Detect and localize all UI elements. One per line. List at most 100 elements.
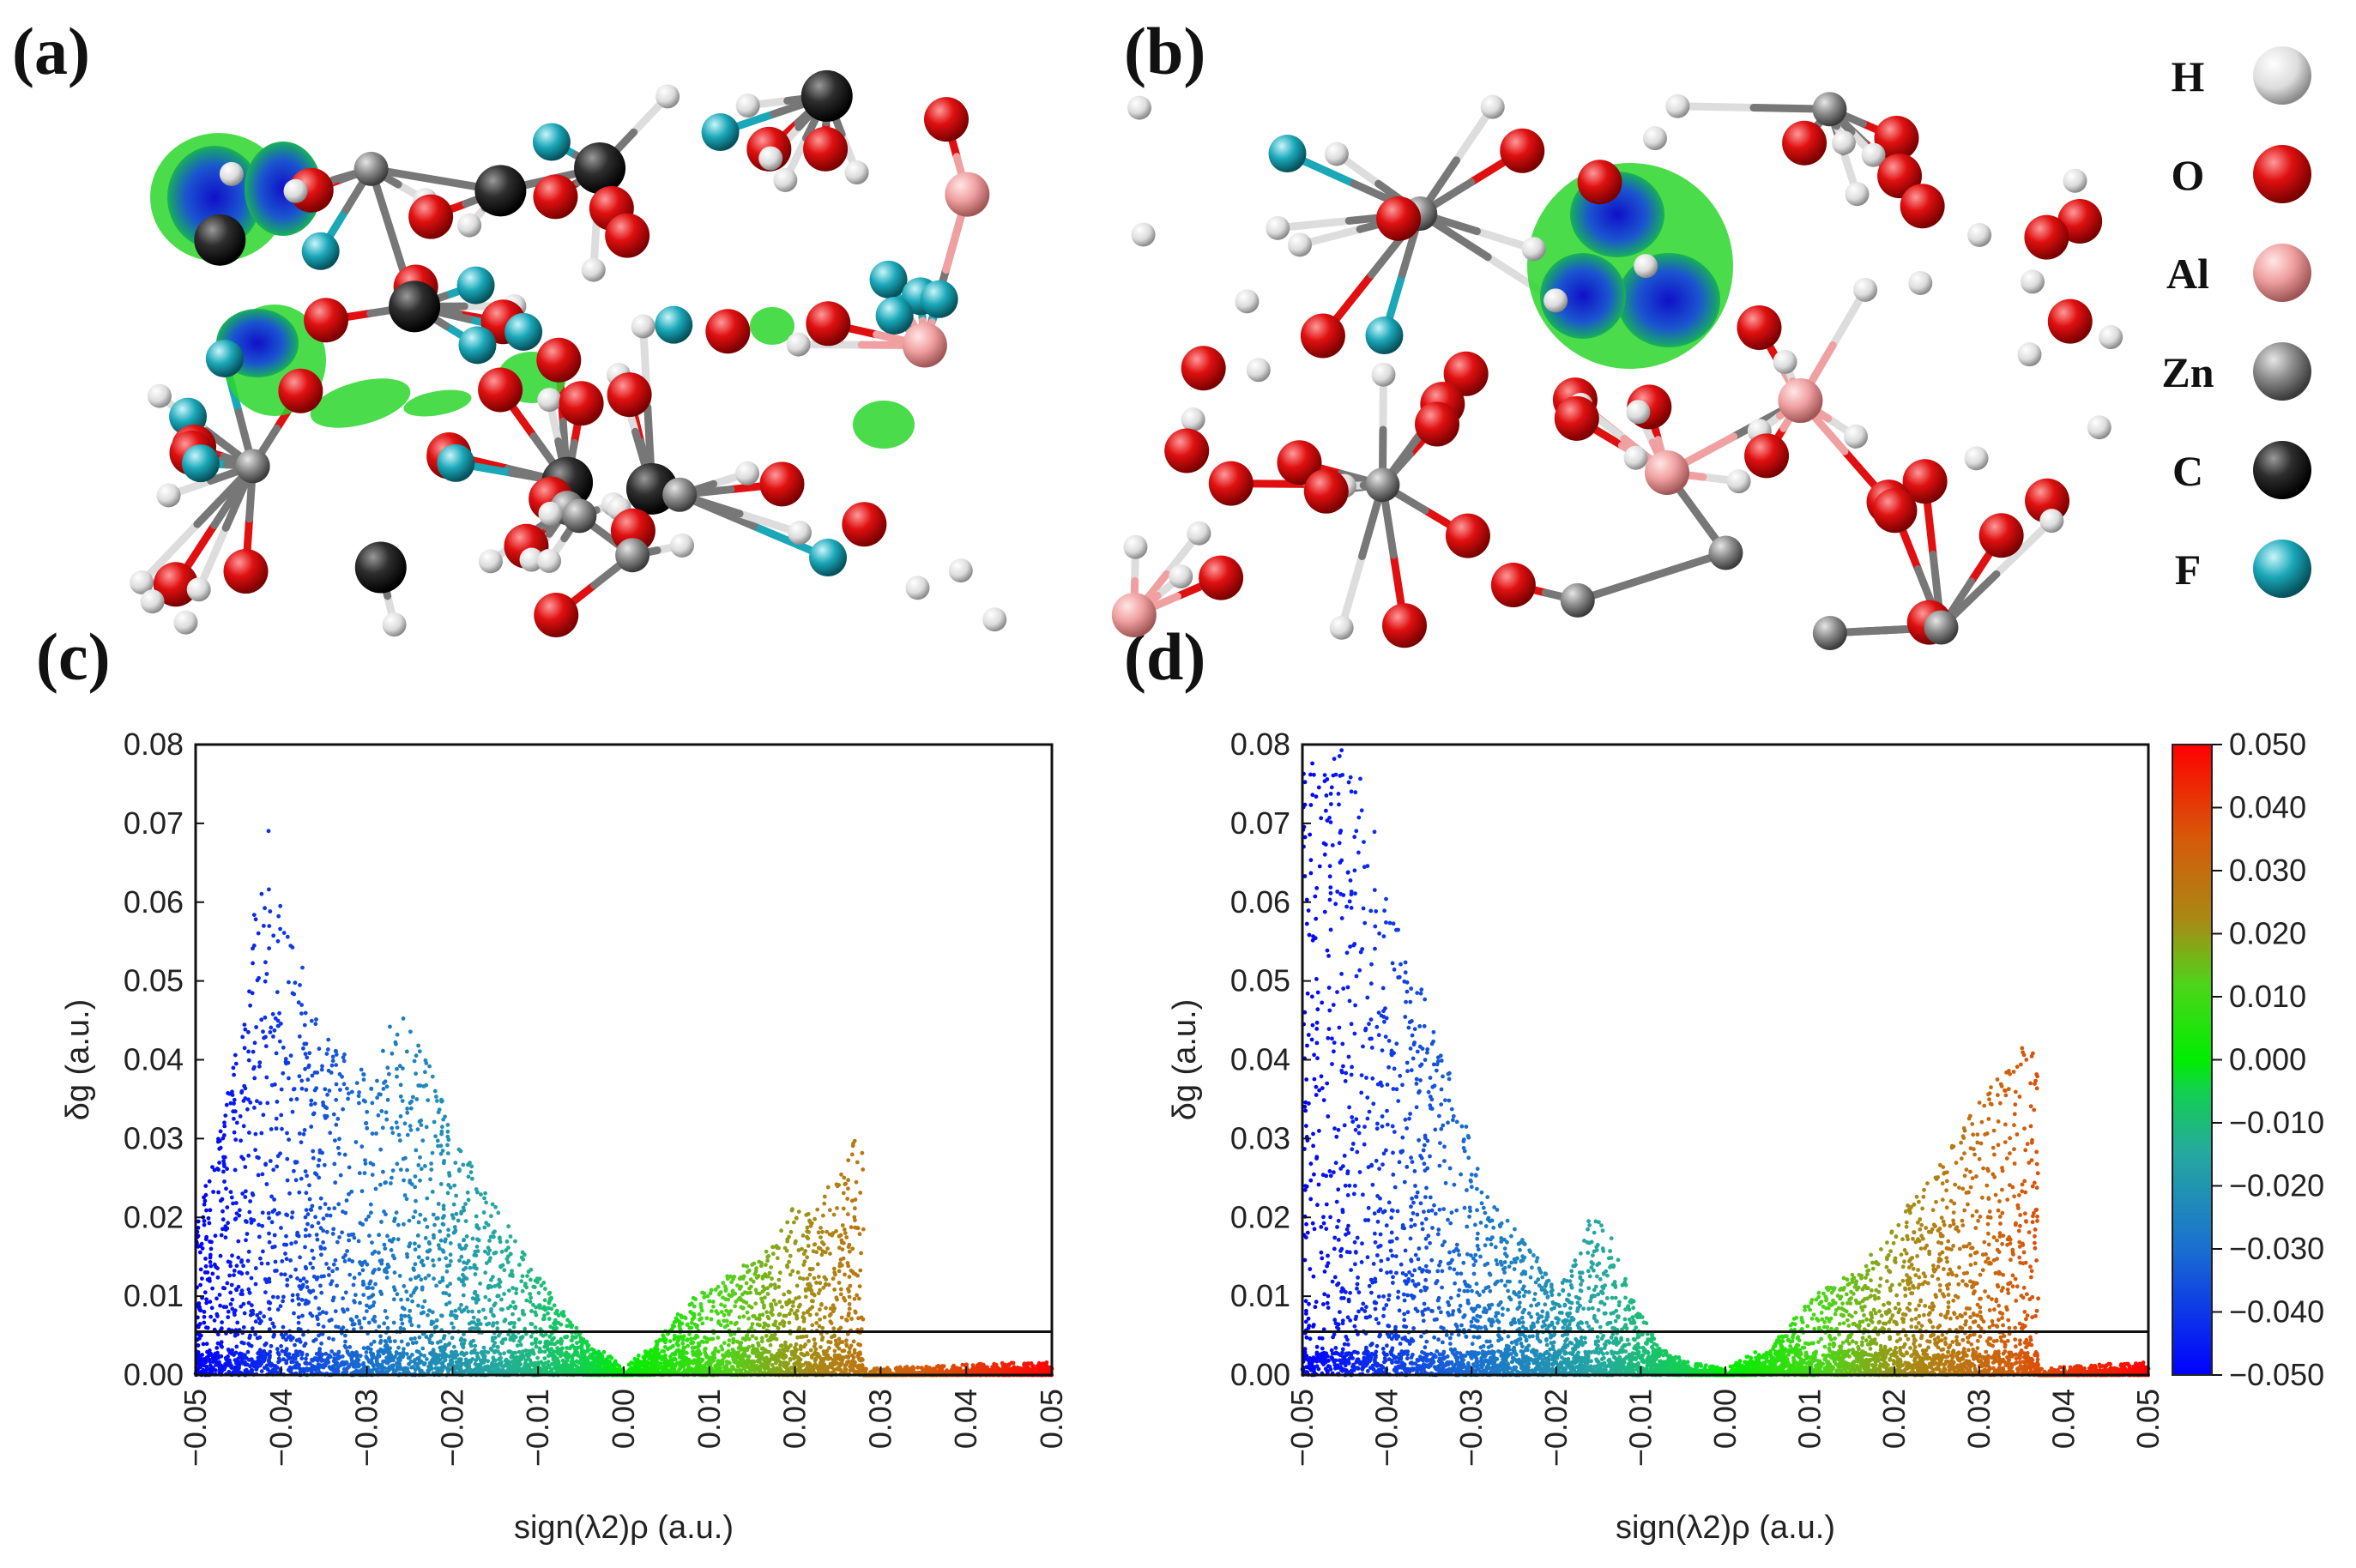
data-point: [371, 1318, 375, 1322]
data-point: [361, 1293, 366, 1297]
data-point: [413, 1241, 417, 1246]
data-point: [407, 1244, 412, 1249]
data-point: [377, 1092, 382, 1096]
data-point: [384, 1084, 390, 1089]
data-point: [498, 1236, 502, 1241]
data-point: [232, 1101, 236, 1106]
data-point: [358, 1300, 362, 1306]
atom-h: [1287, 232, 1312, 257]
data-point: [389, 1248, 394, 1252]
data-point: [504, 1239, 510, 1244]
data-point: [699, 1308, 704, 1313]
data-point: [365, 1346, 370, 1350]
data-point: [318, 1283, 323, 1288]
data-point: [209, 1239, 214, 1245]
data-point: [770, 1312, 775, 1318]
data-point: [214, 1346, 220, 1350]
atom-o: [1443, 351, 1489, 396]
data-point: [473, 1263, 477, 1268]
data-point: [251, 1218, 257, 1222]
data-point: [269, 1343, 274, 1348]
data-point: [361, 1072, 366, 1077]
data-point: [263, 1034, 268, 1040]
data-point: [565, 1346, 569, 1350]
data-point: [515, 1343, 520, 1348]
atom-h: [1634, 254, 1658, 279]
data-point: [766, 1324, 770, 1328]
data-point: [416, 1255, 421, 1260]
data-point: [293, 1267, 298, 1272]
data-point: [457, 1168, 462, 1173]
data-point: [726, 1297, 731, 1302]
data-point: [319, 1290, 324, 1295]
data-point: [217, 1161, 221, 1165]
data-point: [296, 1000, 301, 1005]
data-point: [408, 1336, 414, 1342]
data-point: [268, 1300, 273, 1306]
data-point: [417, 1335, 422, 1340]
data-point: [261, 1113, 266, 1118]
data-point: [392, 1270, 397, 1275]
data-point: [803, 1287, 808, 1292]
data-point: [228, 1302, 233, 1306]
data-point: [707, 1299, 712, 1304]
data-point: [475, 1318, 480, 1323]
data-point: [299, 1003, 304, 1007]
molecule-render-b: [1111, 92, 2123, 650]
data-point: [814, 1281, 819, 1285]
legend-atom-c-icon: [2253, 441, 2311, 499]
data-point: [683, 1316, 688, 1321]
data-point: [246, 1058, 251, 1063]
data-point: [458, 1149, 463, 1154]
data-point: [255, 978, 260, 983]
data-point: [570, 1338, 574, 1343]
data-point: [430, 1074, 435, 1079]
data-point: [739, 1298, 744, 1302]
data-point: [213, 1368, 218, 1372]
data-point: [822, 1315, 827, 1320]
data-point: [769, 1265, 773, 1269]
data-point: [271, 1334, 276, 1339]
atom-h: [1964, 446, 1989, 471]
data-point: [280, 1259, 285, 1263]
data-point: [834, 1228, 838, 1233]
data-point: [451, 1202, 456, 1207]
data-point: [367, 1305, 372, 1310]
data-point: [448, 1241, 453, 1245]
data-point: [233, 1137, 239, 1143]
isosurface-green: [750, 307, 794, 345]
data-point: [263, 1342, 268, 1348]
data-point: [858, 1268, 863, 1273]
data-point: [842, 1175, 847, 1180]
data-point: [505, 1260, 510, 1264]
data-point: [801, 1316, 806, 1321]
data-point: [801, 1344, 806, 1349]
data-point: [837, 1245, 842, 1251]
data-point: [824, 1277, 829, 1282]
data-point: [323, 1202, 328, 1207]
data-point: [269, 1220, 275, 1225]
data-point: [384, 1340, 389, 1344]
data-point: [221, 1155, 226, 1160]
data-point: [301, 1276, 306, 1281]
data-point: [321, 1216, 326, 1221]
atom-o: [1300, 313, 1345, 359]
data-point: [331, 1112, 336, 1117]
atom-o: [2024, 214, 2069, 260]
data-point: [843, 1272, 847, 1277]
data-point: [476, 1309, 481, 1314]
atom-zn: [562, 498, 597, 534]
data-point: [423, 1276, 428, 1281]
data-point: [854, 1179, 859, 1185]
data-point: [470, 1176, 474, 1181]
data-point: [237, 1213, 242, 1218]
data-point: [211, 1190, 216, 1194]
data-point: [449, 1258, 453, 1263]
data-point: [449, 1312, 453, 1318]
data-point: [208, 1300, 213, 1304]
data-point: [285, 1283, 290, 1288]
data-point: [274, 1051, 279, 1056]
data-point: [310, 1248, 315, 1253]
data-point: [552, 1336, 556, 1341]
data-point: [517, 1317, 522, 1322]
